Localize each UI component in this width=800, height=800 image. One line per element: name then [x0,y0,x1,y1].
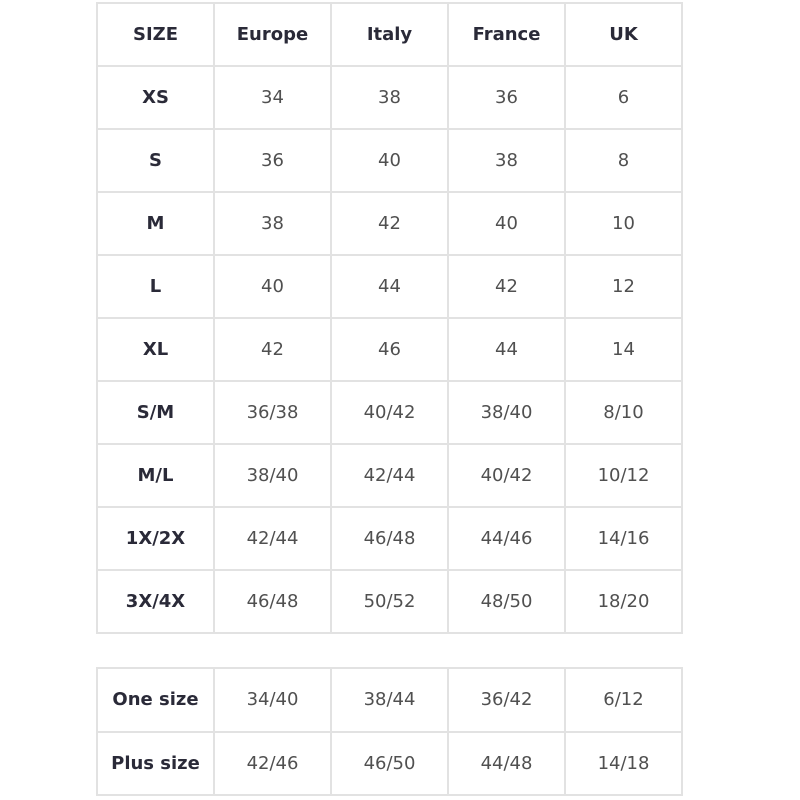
table-row: One size 34/40 38/44 36/42 6/12 [96,667,683,733]
column-header: SIZE [96,2,215,67]
table-row: S/M 36/38 40/42 38/40 8/10 [96,380,683,445]
column-header: Europe [213,2,332,67]
size-value-cell: 48/50 [447,569,566,634]
size-label-cell: S [96,128,215,193]
size-label-cell: XL [96,317,215,382]
size-value-cell: 10/12 [564,443,683,508]
size-label-cell: XS [96,65,215,130]
size-value-cell: 46 [330,317,449,382]
table-row: S 36 40 38 8 [96,128,683,193]
size-value-cell: 38 [447,128,566,193]
size-value-cell: 44/48 [447,730,566,796]
size-label-cell: L [96,254,215,319]
column-header: France [447,2,566,67]
header-row: SIZE Europe Italy France UK [96,2,683,67]
size-value-cell: 38 [330,65,449,130]
size-value-cell: 42 [447,254,566,319]
column-header: UK [564,2,683,67]
size-value-cell: 46/50 [330,730,449,796]
size-label-cell: 3X/4X [96,569,215,634]
size-value-cell: 34 [213,65,332,130]
size-value-cell: 14/16 [564,506,683,571]
size-value-cell: 42 [213,317,332,382]
column-header: Italy [330,2,449,67]
size-value-cell: 42/44 [213,506,332,571]
size-value-cell: 36/38 [213,380,332,445]
size-label-cell: Plus size [96,730,215,796]
size-value-cell: 46/48 [213,569,332,634]
size-value-cell: 36 [213,128,332,193]
size-value-cell: 38/40 [447,380,566,445]
size-value-cell: 36 [447,65,566,130]
table-row: Plus size 42/46 46/50 44/48 14/18 [96,730,683,796]
table-row: XS 34 38 36 6 [96,65,683,130]
table-row: L 40 44 42 12 [96,254,683,319]
table-row: 1X/2X 42/44 46/48 44/46 14/16 [96,506,683,571]
size-value-cell: 40 [330,128,449,193]
size-value-cell: 38 [213,191,332,256]
size-value-cell: 8 [564,128,683,193]
size-value-cell: 50/52 [330,569,449,634]
size-value-cell: 40/42 [447,443,566,508]
size-value-cell: 40 [447,191,566,256]
size-value-cell: 18/20 [564,569,683,634]
size-value-cell: 6 [564,65,683,130]
table-row: M 38 42 40 10 [96,191,683,256]
size-value-cell: 34/40 [213,667,332,733]
table-row: XL 42 46 44 14 [96,317,683,382]
size-value-cell: 36/42 [447,667,566,733]
size-value-cell: 44 [447,317,566,382]
table-row: M/L 38/40 42/44 40/42 10/12 [96,443,683,508]
size-value-cell: 38/40 [213,443,332,508]
size-conversion-table: SIZE Europe Italy France UK XS 34 38 36 6 S 36 40 38 8… [96,2,683,634]
size-label-cell: One size [96,667,215,733]
size-value-cell: 42/46 [213,730,332,796]
size-value-cell: 14/18 [564,730,683,796]
size-value-cell: 42 [330,191,449,256]
size-label-cell: M [96,191,215,256]
size-label-cell: 1X/2X [96,506,215,571]
one-plus-size-table: One size 34/40 38/44 36/42 6/12 Plus size 42/4… [96,667,683,796]
size-value-cell: 44/46 [447,506,566,571]
size-label-cell: M/L [96,443,215,508]
size-label-cell: S/M [96,380,215,445]
size-value-cell: 12 [564,254,683,319]
size-value-cell: 42/44 [330,443,449,508]
size-value-cell: 46/48 [330,506,449,571]
size-value-cell: 10 [564,191,683,256]
table-row: 3X/4X 46/48 50/52 48/50 18/20 [96,569,683,634]
size-value-cell: 44 [330,254,449,319]
size-value-cell: 14 [564,317,683,382]
size-value-cell: 6/12 [564,667,683,733]
size-value-cell: 40 [213,254,332,319]
size-value-cell: 40/42 [330,380,449,445]
size-value-cell: 8/10 [564,380,683,445]
size-value-cell: 38/44 [330,667,449,733]
